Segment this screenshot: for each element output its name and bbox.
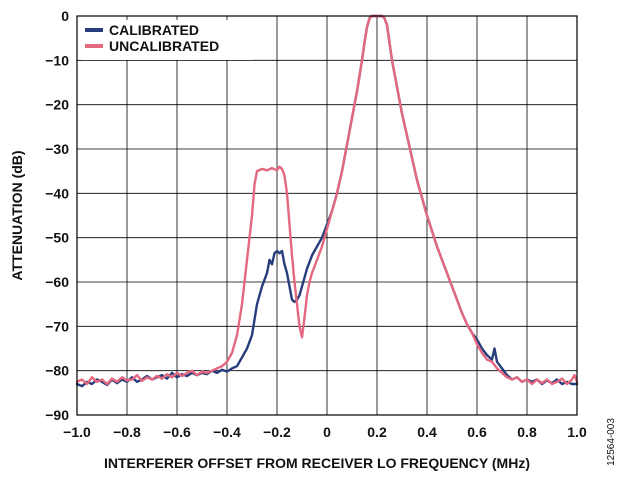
- grid-lines: [76, 15, 578, 416]
- y-tick-label: −90: [45, 407, 69, 423]
- x-tick-label: 1.0: [567, 424, 587, 440]
- x-axis-title: INTERFERER OFFSET FROM RECEIVER LO FREQU…: [104, 455, 530, 471]
- y-tick-label: −50: [45, 230, 69, 246]
- y-tick-label: −80: [45, 363, 69, 379]
- x-tick-label: 0: [323, 424, 331, 440]
- y-tick-label: −20: [45, 97, 69, 113]
- x-tick-label: 0.4: [417, 424, 437, 440]
- y-tick-label: −30: [45, 141, 69, 157]
- x-tick-label: 0.6: [467, 424, 487, 440]
- x-tick-label: −1.0: [63, 424, 91, 440]
- x-tick-label: 0.2: [367, 424, 387, 440]
- y-tick-label: −70: [45, 318, 69, 334]
- tick-labels: −1.0 −0.8 −0.6 −0.4 −0.2 0 0.2 0.4 0.6 0.8 1.0 0 −10…: [45, 8, 587, 440]
- x-tick-label: −0.4: [213, 424, 241, 440]
- figure-id: 12564-003: [606, 418, 617, 466]
- x-tick-label: −0.2: [263, 424, 291, 440]
- plot-frame: [76, 15, 578, 416]
- legend-label-uncalibrated: UNCALIBRATED: [109, 38, 219, 54]
- x-tick-label: 0.8: [517, 424, 537, 440]
- x-tick-label: −0.6: [163, 424, 191, 440]
- y-tick-label: −60: [45, 274, 69, 290]
- y-tick-label: −10: [45, 52, 69, 68]
- series-line-uncalibrated: [75, 14, 579, 386]
- series-line-calibrated: [75, 14, 579, 388]
- legend-background: [81, 20, 253, 60]
- x-tick-label: −0.8: [113, 424, 141, 440]
- legend-label-calibrated: CALIBRATED: [109, 22, 199, 38]
- series-lines: [75, 14, 579, 388]
- y-tick-label: −40: [45, 185, 69, 201]
- y-axis-title: ATTENUATION (dB): [9, 150, 25, 280]
- y-tick-label: 0: [61, 8, 69, 24]
